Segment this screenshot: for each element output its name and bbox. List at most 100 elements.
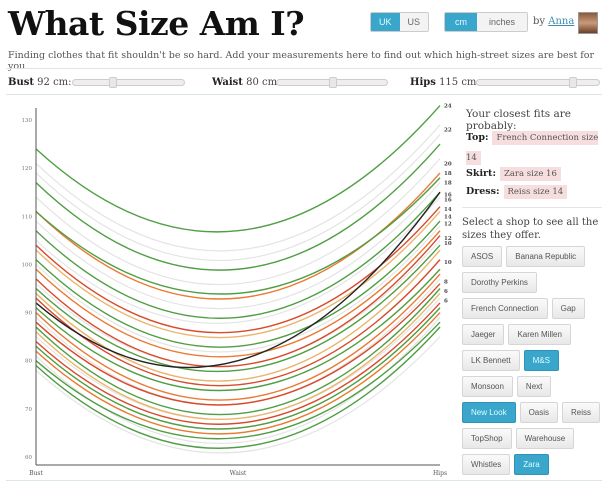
- shop-prompt: Select a shop to see all the sizes they …: [462, 217, 599, 241]
- shop-button[interactable]: TopShop: [462, 428, 512, 449]
- y-tick-label: 130: [22, 118, 33, 124]
- size-label: 14: [444, 207, 452, 213]
- size-curve: [35, 326, 441, 449]
- fit-value: Zara size 16: [499, 167, 561, 181]
- waist-slider[interactable]: [276, 77, 388, 88]
- size-curve: [35, 211, 441, 339]
- shop-button[interactable]: Karen Millen: [508, 324, 571, 345]
- shop-button[interactable]: French Connection: [462, 298, 548, 319]
- size-curve: [35, 230, 441, 358]
- hips-name: Hips: [410, 77, 436, 88]
- hips-label: Hips 115 cm:: [410, 77, 480, 88]
- shop-button[interactable]: Whistles: [462, 454, 511, 475]
- hips-slider-thumb[interactable]: [569, 77, 577, 88]
- shop-button[interactable]: Banana Republic: [506, 246, 586, 267]
- y-tick-label: 110: [22, 214, 33, 220]
- subtitle: Finding clothes that fit shouldn't be so…: [8, 50, 595, 72]
- fit-value: Reiss size 14: [503, 185, 568, 199]
- size-curve: [35, 143, 441, 271]
- us-button[interactable]: US: [399, 13, 429, 31]
- size-curve: [35, 273, 441, 401]
- shop-list: ASOS Banana Republic Dorothy Perkins French…: [462, 246, 602, 475]
- size-curve: [35, 225, 441, 353]
- y-tick-label: 100: [22, 262, 33, 268]
- shop-button[interactable]: Reiss: [562, 402, 601, 423]
- size-curve: [35, 321, 441, 440]
- shop-button[interactable]: M&S: [523, 350, 559, 371]
- user-curve: [35, 191, 441, 369]
- x-tick-label: Bust: [29, 470, 43, 477]
- shop-button[interactable]: ASOS: [462, 246, 503, 267]
- size-curve: [35, 182, 441, 310]
- y-tick-label: 90: [25, 311, 32, 317]
- size-label: 18: [444, 171, 452, 177]
- divider: [462, 207, 602, 208]
- size-curve: [35, 220, 441, 348]
- size-label: 12: [444, 222, 452, 228]
- fit-skirt: Skirt: Zara size 16: [466, 167, 561, 181]
- author-link[interactable]: Anna: [548, 16, 575, 27]
- page-title: What Size Am I?: [8, 4, 305, 43]
- bust-slider-thumb[interactable]: [109, 77, 117, 88]
- size-curve: [35, 244, 441, 373]
- shop-button[interactable]: Jaeger: [462, 324, 505, 345]
- shop-button[interactable]: New Look: [462, 402, 516, 423]
- hips-value: 115 cm:: [439, 77, 480, 88]
- hips-slider[interactable]: [476, 77, 600, 88]
- size-curve: [35, 297, 441, 420]
- shop-button[interactable]: Dorothy Perkins: [462, 272, 537, 293]
- divider: [6, 480, 602, 481]
- shop-button[interactable]: Next: [516, 376, 552, 397]
- unit-toggle: cm inches: [444, 12, 529, 32]
- size-curve: [35, 312, 441, 435]
- shop-button[interactable]: Oasis: [519, 402, 559, 423]
- size-label: 6: [444, 299, 448, 305]
- inches-button[interactable]: inches: [477, 13, 528, 31]
- waist-label: Waist 80 cm:: [212, 77, 280, 88]
- size-curve: [35, 288, 441, 416]
- fit-dress: Dress: Reiss size 14: [466, 185, 568, 199]
- uk-button[interactable]: UK: [371, 13, 400, 31]
- shop-button[interactable]: Warehouse: [515, 428, 575, 449]
- shop-button[interactable]: Gap: [551, 298, 585, 319]
- size-curve: [35, 259, 441, 387]
- size-curve: [35, 177, 441, 295]
- divider: [6, 94, 602, 95]
- size-curve: [35, 134, 441, 261]
- x-tick-label: Hips: [433, 470, 447, 477]
- fit-label: Dress:: [466, 186, 500, 197]
- bust-name: Bust: [8, 77, 34, 88]
- size-curve: [35, 124, 441, 252]
- y-tick-label: 60: [25, 455, 32, 461]
- bust-label: Bust 92 cm:: [8, 77, 72, 88]
- shop-button[interactable]: Zara: [514, 454, 549, 475]
- size-curve: [35, 268, 441, 392]
- size-label: 10: [444, 241, 452, 247]
- size-label: 20: [444, 161, 452, 167]
- shop-button[interactable]: LK Bennett: [462, 350, 520, 371]
- divider: [6, 68, 602, 69]
- cm-button[interactable]: cm: [445, 13, 477, 31]
- shop-button[interactable]: Monsoon: [462, 376, 513, 397]
- fit-label: Skirt:: [466, 168, 496, 179]
- fits-title: Your closest fits are probably:: [466, 108, 572, 132]
- size-curve: [35, 105, 441, 233]
- size-label: 16: [444, 193, 452, 199]
- size-curve: [35, 196, 441, 324]
- byline: by Anna: [533, 16, 574, 27]
- size-curve: [35, 283, 441, 406]
- size-curve: [35, 292, 441, 420]
- size-curve: [35, 191, 441, 319]
- size-curve: [35, 249, 441, 382]
- size-label: 8: [444, 279, 448, 285]
- size-curve: [35, 307, 441, 430]
- size-curve: [35, 235, 441, 368]
- bust-slider[interactable]: [72, 77, 185, 88]
- size-curve: [35, 336, 441, 454]
- waist-slider-thumb[interactable]: [329, 77, 337, 88]
- avatar: [578, 12, 598, 34]
- waist-name: Waist: [212, 77, 243, 88]
- fit-label: Top:: [466, 132, 489, 143]
- size-label: 22: [444, 128, 452, 134]
- size-curve: [35, 302, 441, 425]
